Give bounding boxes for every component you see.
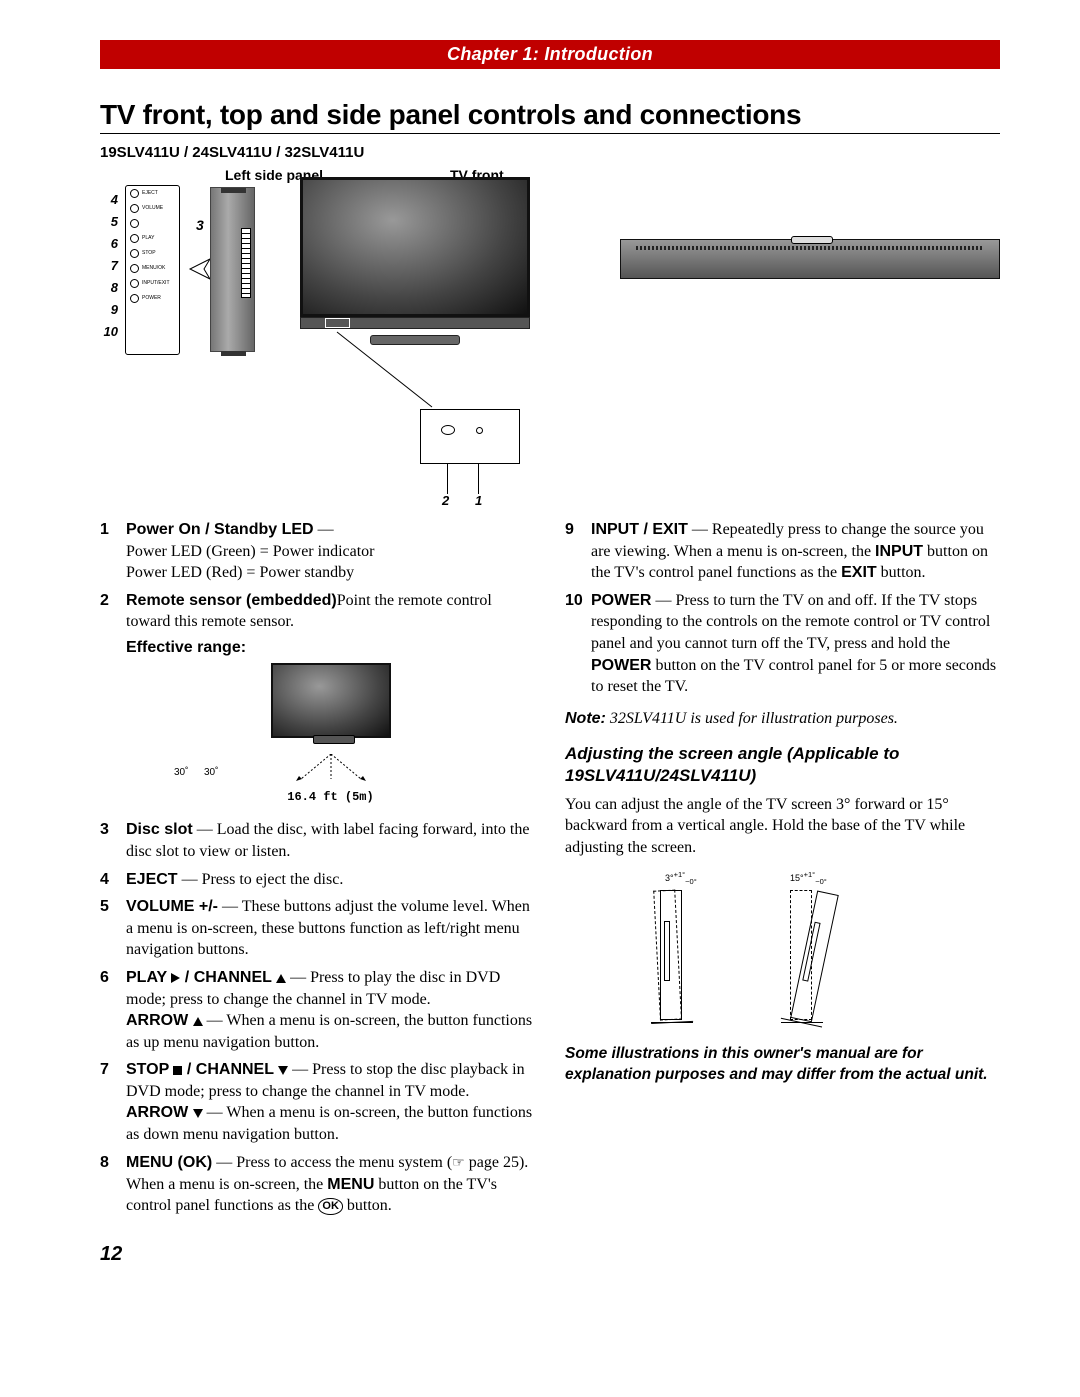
tv-top-view [620,239,1000,279]
channel-up-icon [276,974,286,983]
ok-button-icon: OK [318,1198,343,1214]
callout-2: 2 [442,493,449,508]
page-number: 12 [100,1243,1000,1266]
effective-range-label: Effective range: [126,637,535,659]
list-item-5: 5 VOLUME +/- — These buttons adjust the … [100,896,535,961]
title-rule [100,133,1000,134]
list-item-2: 2 Remote sensor (embedded)Point the remo… [100,590,535,814]
diagram-area: Left side panel TV front 4 5 6 7 8 9 10 … [100,169,1000,499]
closeup-leader-line [332,327,462,417]
angle-diagram: 3°+1°−0° 15°+1°−0° [565,870,1000,1030]
effective-range-diagram: 30˚ 30˚ 16.4 ft (5m) [126,663,535,806]
list-item-6: 6 PLAY / CHANNEL — Press to play the dis… [100,967,535,1053]
left-column: 1 Power On / Standby LED — Power LED (Gr… [100,519,535,1223]
illustration-note: Note: 32SLV411U is used for illustration… [565,708,1000,730]
subsection-title: Adjusting the screen angle (Applicable t… [565,743,1000,787]
section-title: TV front, top and side panel controls an… [100,99,1000,131]
list-item-4: 4 EJECT — Press to eject the disc. [100,869,535,891]
list-item-7: 7 STOP / CHANNEL — Press to stop the dis… [100,1059,535,1145]
sensor-closeup [420,409,520,464]
panel-callout-numbers: 4 5 6 7 8 9 10 [100,189,118,343]
channel-down-icon [278,1066,288,1075]
arrow-up-icon [193,1017,203,1026]
pointer-icon: ☞ [452,1156,465,1171]
side-panel-diagram: EJECT VOLUME PLAY STOP MENU/OK INPUT/EXI… [125,185,180,355]
list-item-1: 1 Power On / Standby LED — Power LED (Gr… [100,519,535,584]
item-1-body: Power LED (Green) = Power indicatorPower… [126,543,375,582]
angle-adjust-text: You can adjust the angle of the TV scree… [565,794,1000,859]
range-distance: 16.4 ft (5m) [126,789,535,805]
list-item-8: 8 MENU (OK) — Press to access the menu s… [100,1152,535,1217]
tv-front-view [300,177,530,337]
right-column: 9 INPUT / EXIT — Repeatedly press to cha… [565,519,1000,1223]
model-list: 19SLV411U / 24SLV411U / 32SLV411U [100,144,1000,161]
callout-3: 3 [196,217,204,233]
callout-1: 1 [475,493,482,508]
play-icon [171,973,180,983]
list-item-10: 10 POWER — Press to turn the TV on and o… [565,590,1000,698]
list-item-9: 9 INPUT / EXIT — Repeatedly press to cha… [565,519,1000,584]
callout-arrow-icon [182,254,212,284]
list-item-3: 3 Disc slot — Load the disc, with label … [100,819,535,862]
chapter-header: Chapter 1: Introduction [100,40,1000,69]
arrow-down-icon [193,1109,203,1118]
tv-left-side-view [210,187,255,352]
disclaimer: Some illustrations in this owner's manua… [565,1044,1000,1086]
